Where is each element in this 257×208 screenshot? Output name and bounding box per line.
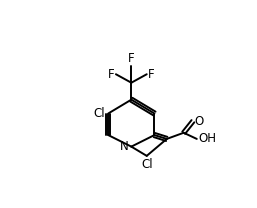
Text: O: O bbox=[195, 115, 204, 128]
Text: F: F bbox=[128, 52, 135, 65]
Text: F: F bbox=[108, 68, 114, 81]
Text: OH: OH bbox=[198, 132, 216, 145]
Text: Cl: Cl bbox=[94, 107, 105, 120]
Text: Cl: Cl bbox=[141, 158, 153, 171]
Text: F: F bbox=[148, 68, 155, 81]
Text: N: N bbox=[120, 140, 129, 153]
